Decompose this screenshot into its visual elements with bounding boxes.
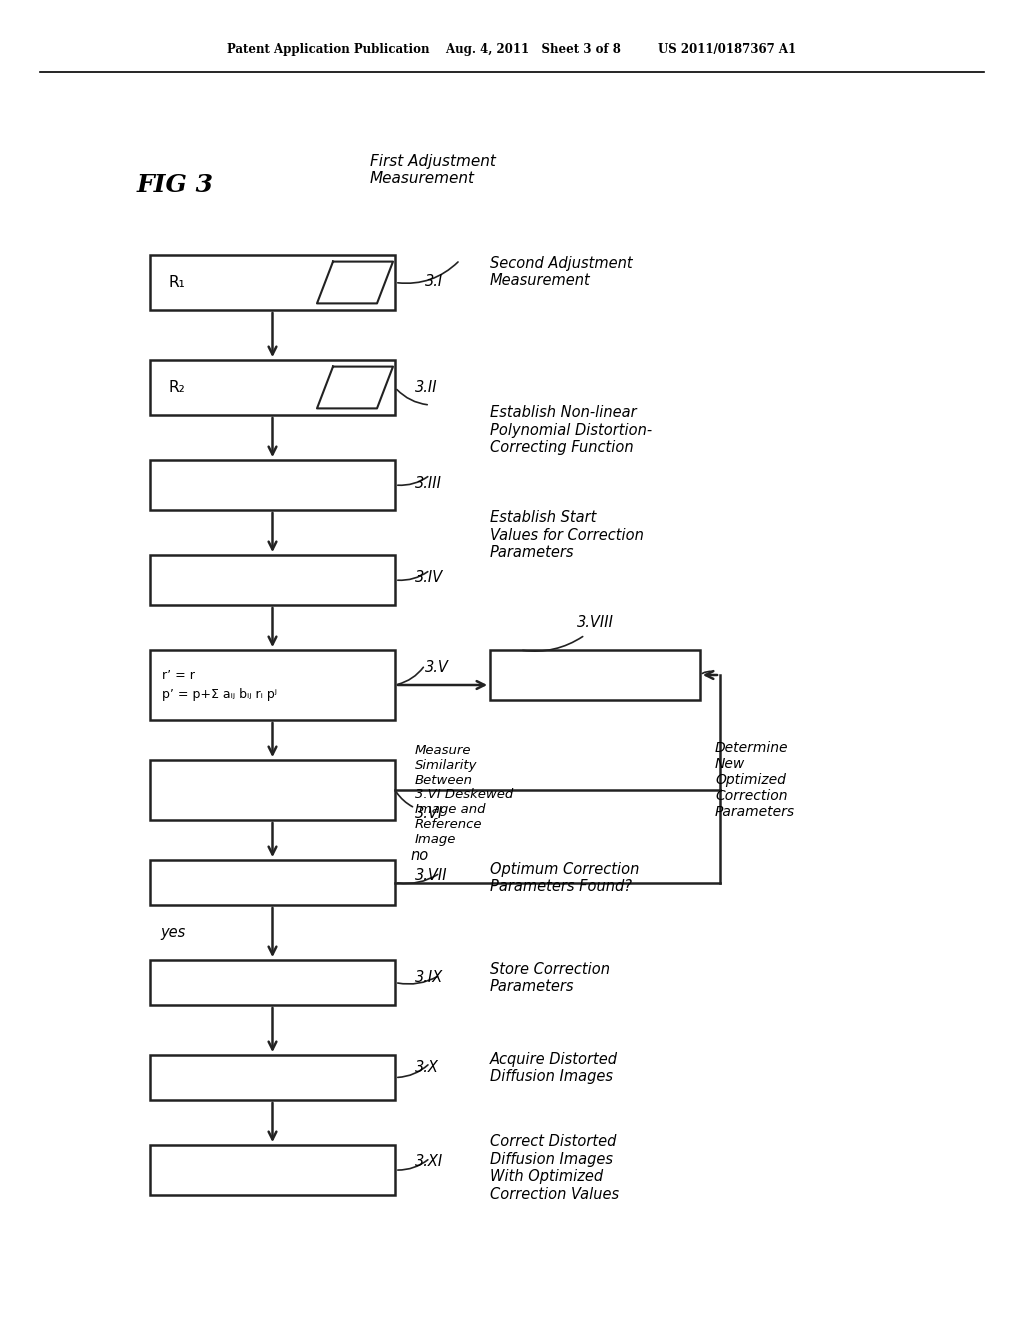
Bar	[150, 960, 395, 1005]
Text: 3.X: 3.X	[415, 1060, 439, 1076]
Bar	[490, 649, 700, 700]
Text: FIG 3: FIG 3	[136, 173, 213, 197]
Text: First Adjustment
Measurement: First Adjustment Measurement	[370, 154, 496, 186]
Text: Patent Application Publication    Aug. 4, 2011   Sheet 3 of 8         US 2011/01: Patent Application Publication Aug. 4, 2…	[227, 44, 797, 57]
Bar	[150, 1055, 395, 1100]
Text: Establish Non-linear
Polynomial Distortion-
Correcting Function: Establish Non-linear Polynomial Distorti…	[490, 405, 652, 455]
Text: Store Correction
Parameters: Store Correction Parameters	[490, 962, 610, 994]
Text: Optimum Correction
Parameters Found?: Optimum Correction Parameters Found?	[490, 862, 639, 894]
Text: 3.II: 3.II	[415, 380, 437, 396]
Bar	[150, 554, 395, 605]
Text: Second Adjustment
Measurement: Second Adjustment Measurement	[490, 256, 633, 288]
Bar	[150, 760, 395, 820]
Text: 3.XI: 3.XI	[415, 1155, 443, 1170]
Bar	[150, 459, 395, 510]
Text: Determine
New
Optimized
Correction
Parameters: Determine New Optimized Correction Param…	[715, 741, 795, 820]
Bar	[150, 649, 395, 719]
Text: Acquire Distorted
Diffusion Images: Acquire Distorted Diffusion Images	[490, 1052, 618, 1084]
Text: 3.III: 3.III	[415, 475, 442, 491]
Bar	[150, 360, 395, 414]
Text: Establish Start
Values for Correction
Parameters: Establish Start Values for Correction Pa…	[490, 510, 644, 560]
Text: no: no	[410, 847, 428, 862]
Bar	[150, 1144, 395, 1195]
Bar	[150, 861, 395, 906]
Text: 3.IX: 3.IX	[415, 970, 443, 986]
Text: Correct Distorted
Diffusion Images
With Optimized
Correction Values: Correct Distorted Diffusion Images With …	[490, 1134, 620, 1201]
Text: 3.IV: 3.IV	[415, 570, 443, 586]
Text: R₁: R₁	[168, 275, 184, 290]
Text: r’ = r
p’ = p+Σ aᵢⱼ bᵢⱼ rᵢ pʲ: r’ = r p’ = p+Σ aᵢⱼ bᵢⱼ rᵢ pʲ	[162, 669, 278, 701]
Text: 3.V: 3.V	[425, 660, 449, 676]
Text: 3.VII: 3.VII	[415, 867, 447, 883]
Text: Measure
Similarity
Between
3.VI Deskewed
Image and
Reference
Image: Measure Similarity Between 3.VI Deskewed…	[415, 743, 513, 846]
Text: R₂: R₂	[168, 380, 184, 395]
Text: yes: yes	[160, 925, 185, 940]
Text: 3.VI: 3.VI	[415, 805, 443, 821]
Text: 3.I: 3.I	[425, 275, 443, 289]
Text: 3.VIII: 3.VIII	[577, 615, 613, 630]
Bar	[150, 255, 395, 310]
